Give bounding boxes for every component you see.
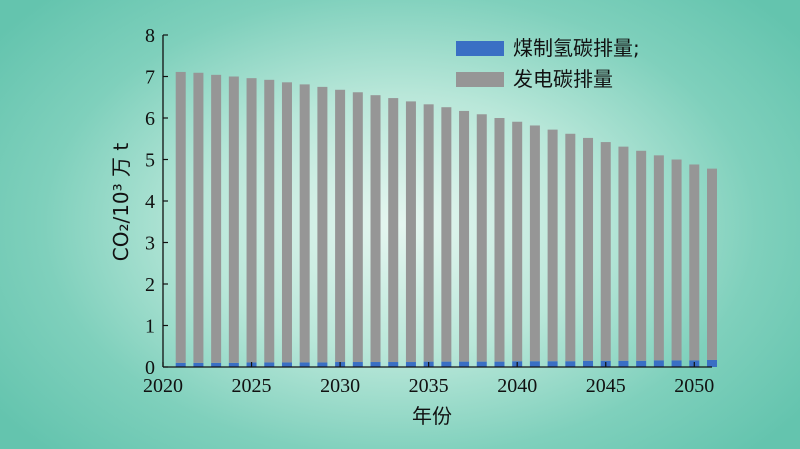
bar-power xyxy=(211,74,222,363)
y-tick-label: 6 xyxy=(145,108,155,130)
bar-coal-hydrogen xyxy=(228,362,239,367)
legend-swatch-power xyxy=(456,72,504,87)
bar-coal-hydrogen xyxy=(352,362,363,367)
bar-coal-hydrogen xyxy=(707,359,717,367)
bar-power xyxy=(264,79,275,363)
bar-power xyxy=(423,104,434,362)
x-tick-label: 2040 xyxy=(497,375,537,397)
bar-power xyxy=(529,125,540,362)
tick-labels-group: 0 1 2 3 4 5 6 7 8 2020 2025 2030 2035 2040 2045 2050 xyxy=(143,25,714,397)
bar-power xyxy=(600,142,611,361)
bar-coal-hydrogen xyxy=(193,362,204,367)
bar-power xyxy=(335,89,346,363)
y-tick-label: 4 xyxy=(145,191,155,213)
bar-power xyxy=(636,150,647,361)
bar-power xyxy=(388,98,399,363)
bar-power xyxy=(689,164,700,361)
bar-power xyxy=(370,95,381,363)
bar-power xyxy=(441,107,452,362)
legend-label-power: 发电碳排量 xyxy=(513,67,613,91)
bar-coal-hydrogen xyxy=(565,361,576,367)
bar-power xyxy=(565,133,576,362)
bar-power xyxy=(547,129,558,362)
bar-power xyxy=(299,84,310,363)
bar-power xyxy=(193,72,204,363)
bar-power xyxy=(459,110,470,362)
x-tick-label: 2025 xyxy=(232,375,272,397)
bar-power xyxy=(618,146,629,361)
bar-power xyxy=(494,118,505,362)
bar-power xyxy=(175,71,186,363)
bar-power xyxy=(476,114,487,362)
y-tick-label: 2 xyxy=(145,274,155,296)
bar-power xyxy=(512,121,523,362)
y-tick-label: 1 xyxy=(145,316,155,338)
bar-power xyxy=(405,101,416,363)
bar-coal-hydrogen xyxy=(476,361,487,367)
bar-coal-hydrogen xyxy=(671,360,682,367)
bar-power xyxy=(671,159,682,361)
bar-coal-hydrogen xyxy=(281,362,292,367)
bar-power xyxy=(653,155,664,361)
bar-power xyxy=(317,86,328,363)
bar-coal-hydrogen xyxy=(529,361,540,367)
bars-group xyxy=(175,71,717,367)
legend-label-coal-hydrogen: 煤制氢碳排量; xyxy=(513,36,640,60)
axes-group xyxy=(162,34,712,368)
y-axis-title: CO₂/10³ 万 t xyxy=(109,143,133,262)
bar-coal-hydrogen xyxy=(494,361,505,367)
legend-swatch-coal-hydrogen xyxy=(456,41,504,56)
x-tick-label: 2035 xyxy=(409,375,449,397)
x-tick-label: 2050 xyxy=(674,375,714,397)
bar-coal-hydrogen xyxy=(583,360,594,367)
bar-coal-hydrogen xyxy=(388,362,399,367)
legend: 煤制氢碳排量; 发电碳排量 xyxy=(456,36,640,91)
y-tick-label: 5 xyxy=(145,150,155,172)
x-tick-label: 2045 xyxy=(586,375,626,397)
bar-coal-hydrogen xyxy=(459,361,470,367)
bar-coal-hydrogen xyxy=(636,360,647,367)
bar-coal-hydrogen xyxy=(370,362,381,367)
x-axis-title: 年份 xyxy=(412,404,452,428)
bar-coal-hydrogen xyxy=(175,362,186,367)
bar-power xyxy=(352,92,363,363)
y-tick-label: 0 xyxy=(145,357,155,379)
bar-coal-hydrogen xyxy=(264,362,275,367)
bar-coal-hydrogen xyxy=(653,360,664,367)
bar-power xyxy=(707,168,717,360)
x-tick-label: 2020 xyxy=(143,375,183,397)
bar-coal-hydrogen xyxy=(618,360,629,367)
bar-coal-hydrogen xyxy=(299,362,310,367)
bar-power xyxy=(246,78,257,363)
bar-coal-hydrogen xyxy=(211,362,222,367)
bar-coal-hydrogen xyxy=(317,362,328,367)
bar-coal-hydrogen xyxy=(405,362,416,367)
bar-power xyxy=(583,137,594,361)
y-tick-label: 3 xyxy=(145,233,155,255)
bar-power xyxy=(281,82,292,363)
x-tick-label: 2030 xyxy=(320,375,360,397)
bar-coal-hydrogen xyxy=(547,361,558,367)
y-tick-label: 7 xyxy=(145,67,155,89)
bar-coal-hydrogen xyxy=(441,361,452,367)
y-tick-label: 8 xyxy=(145,25,155,47)
bar-power xyxy=(228,76,239,363)
